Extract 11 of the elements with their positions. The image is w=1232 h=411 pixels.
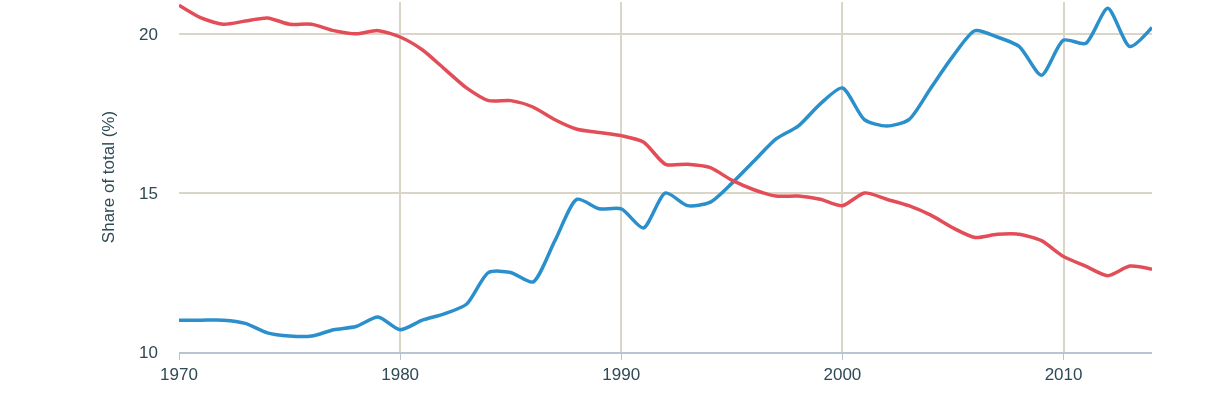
y-axis-title: Share of total (%): [98, 110, 118, 244]
line-series: [179, 6, 1152, 339]
x-tick-label: 1980: [381, 365, 420, 385]
y-tick-label: 15: [139, 183, 158, 203]
y-tick-label: 20: [139, 24, 158, 44]
x-tick-label: 1990: [602, 365, 641, 385]
x-tick-label: 1970: [160, 365, 198, 385]
line-series: [179, 3, 1152, 278]
x-tick-label: 2010: [1044, 365, 1083, 385]
y-tick-label: 10: [139, 342, 158, 362]
x-tick-label: 2000: [823, 365, 862, 385]
